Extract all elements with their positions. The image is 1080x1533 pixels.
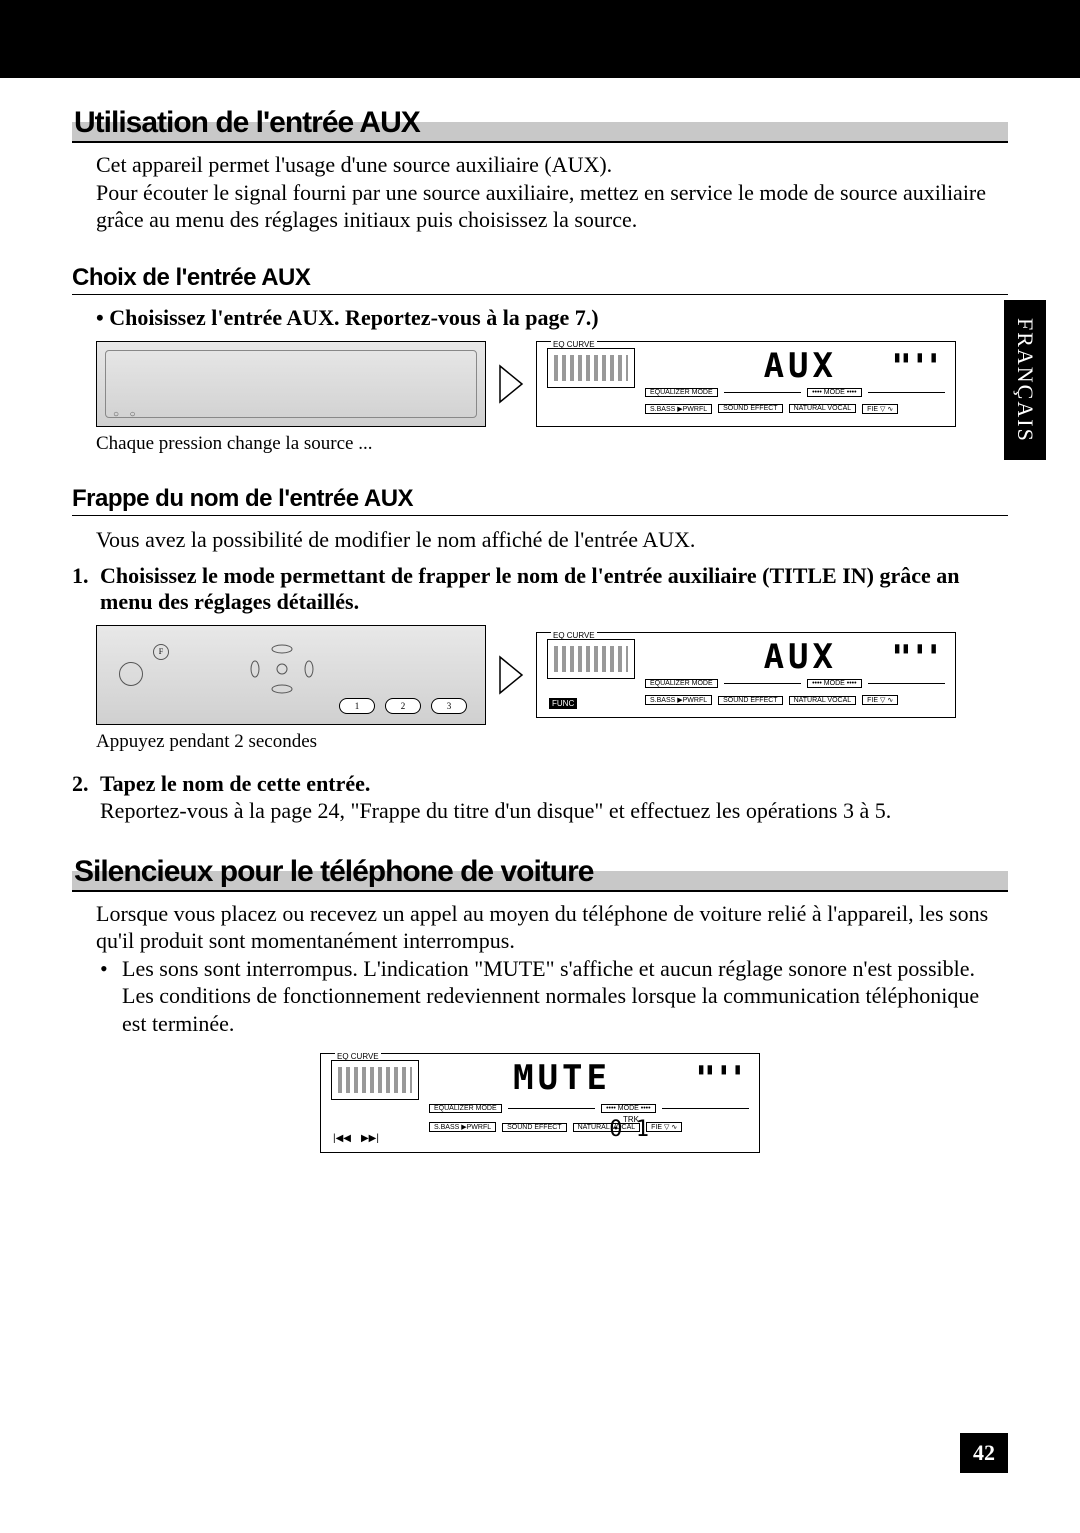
lcd-label: FIE ▽ ∿ <box>862 695 898 705</box>
step-2: 2. Tapez le nom de cette entrée. <box>72 771 1008 797</box>
lcd-label: EQUALIZER MODE <box>645 679 718 688</box>
lcd-label: NATURAL VOCAL <box>789 404 857 413</box>
section-heading-aux: Utilisation de l'entrée AUX <box>72 104 1008 143</box>
lcd-label: SOUND EFFECT <box>718 696 782 705</box>
arrow-icon <box>498 655 524 695</box>
aux-intro-text: Cet appareil permet l'usage d'une source… <box>72 151 1008 234</box>
step-2-body: Reportez-vous à la page 24, "Frappe du t… <box>72 797 1008 825</box>
lcd-main-text-aux-2: AUX <box>764 637 837 677</box>
device-panel-illustration-2: F 1 2 3 <box>96 625 486 725</box>
lcd-label: FIE ▽ ∿ <box>646 1122 682 1132</box>
lcd-label: S.BASS ▶PWRFL <box>429 1122 496 1132</box>
figure-row-1: ○ ○ EQ CURVE AUX ▮▮ ▮ ▮ EQUALIZER MODE •… <box>72 341 1008 427</box>
page-content: Utilisation de l'entrée AUX Cet appareil… <box>0 78 1080 1153</box>
lcd-label: •••• MODE •••• <box>807 388 862 397</box>
lcd-label: SOUND EFFECT <box>502 1123 566 1132</box>
lcd-display-mute: EQ CURVE MUTE ▮▮ ▮ ▮ |◀◀ ▶▶| TRK 0 1 EQU… <box>320 1053 760 1153</box>
top-black-bar <box>0 0 1080 78</box>
language-tab: FRANÇAIS <box>1004 300 1046 460</box>
lcd-main-text-aux: AUX <box>764 346 837 386</box>
section-heading-mute: Silencieux pour le téléphone de voiture <box>72 853 1008 892</box>
preset-button-1: 1 <box>339 698 375 714</box>
lcd-label: S.BASS ▶PWRFL <box>645 404 712 414</box>
arrow-icon <box>498 364 524 404</box>
lcd-label: •••• MODE •••• <box>807 679 862 688</box>
step-1: 1. Choisissez le mode permettant de frap… <box>72 563 1008 615</box>
preset-button-2: 2 <box>385 698 421 714</box>
lcd-display-2: EQ CURVE AUX ▮▮ ▮ ▮ FUNC EQUALIZER MODE … <box>536 632 956 718</box>
func-badge: FUNC <box>549 698 577 709</box>
preset-button-3: 3 <box>431 698 467 714</box>
figure-row-2: F 1 2 3 EQ CURVE AUX ▮▮ ▮ ▮ F <box>72 625 1008 725</box>
mute-bullet: • Les sons sont interrompus. L'indicatio… <box>72 955 1008 1038</box>
choix-aux-instruction: Choisissez l'entrée AUX. Reportez-vous à… <box>72 305 1008 331</box>
lcd-label: EQUALIZER MODE <box>429 1104 502 1113</box>
subheading-frappe-nom: Frappe du nom de l'entrée AUX <box>72 485 1008 516</box>
lcd-label: S.BASS ▶PWRFL <box>645 695 712 705</box>
figure-1-caption: Chaque pression change la source ... <box>72 433 1008 455</box>
lcd-main-text-mute: MUTE <box>513 1058 611 1098</box>
lcd-label: •••• MODE •••• <box>601 1104 656 1113</box>
lcd-label: NATURAL VOCAL <box>573 1123 641 1132</box>
device-panel-illustration-1: ○ ○ <box>96 341 486 427</box>
prev-track-icon: |◀◀ <box>333 1133 351 1144</box>
next-track-icon: ▶▶| <box>361 1133 379 1144</box>
lcd-label: SOUND EFFECT <box>718 404 782 413</box>
figure-row-3: EQ CURVE MUTE ▮▮ ▮ ▮ |◀◀ ▶▶| TRK 0 1 EQU… <box>72 1053 1008 1153</box>
figure-2-caption: Appuyez pendant 2 secondes <box>72 731 1008 753</box>
frappe-intro: Vous avez la possibilité de modifier le … <box>72 526 1008 554</box>
mute-intro: Lorsque vous placez ou recevez un appel … <box>72 900 1008 955</box>
lcd-display-1: EQ CURVE AUX ▮▮ ▮ ▮ EQUALIZER MODE •••• … <box>536 341 956 427</box>
page-number: 42 <box>960 1433 1008 1473</box>
subheading-choix-aux: Choix de l'entrée AUX <box>72 264 1008 295</box>
lcd-label: NATURAL VOCAL <box>789 696 857 705</box>
lcd-label: EQUALIZER MODE <box>645 388 718 397</box>
lcd-label: FIE ▽ ∿ <box>862 404 898 414</box>
